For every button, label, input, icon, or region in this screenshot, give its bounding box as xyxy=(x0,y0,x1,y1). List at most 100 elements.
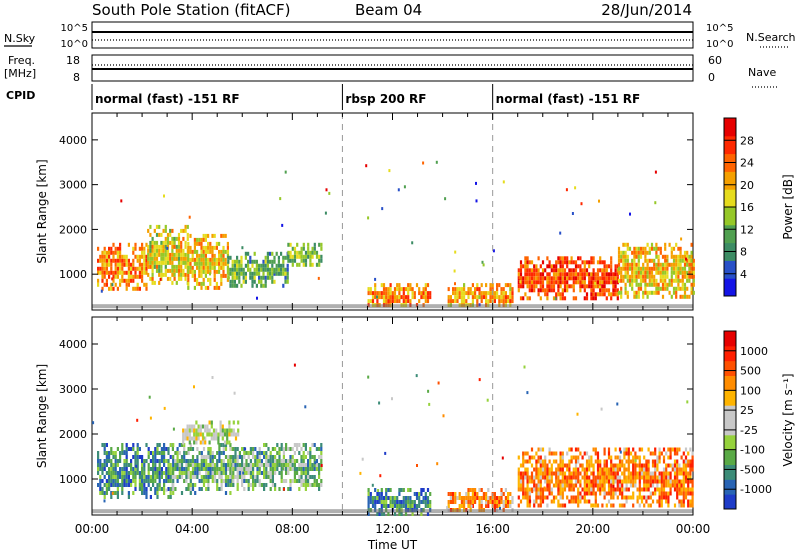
data-cell xyxy=(684,447,688,452)
data-cell xyxy=(400,500,403,504)
data-cell xyxy=(191,269,194,274)
data-cell xyxy=(182,228,185,233)
data-cell xyxy=(156,475,159,479)
data-cell xyxy=(227,459,230,463)
data-cell xyxy=(579,483,582,488)
data-cell xyxy=(583,288,586,293)
data-cell xyxy=(320,447,323,451)
data-cell xyxy=(136,463,139,467)
data-cell xyxy=(519,471,523,476)
data-cell xyxy=(617,254,621,259)
data-cell xyxy=(577,455,580,460)
data-cell xyxy=(97,471,100,475)
data-cell xyxy=(169,256,172,261)
data-cell xyxy=(160,451,163,455)
data-cell xyxy=(287,459,290,463)
data-cell xyxy=(247,455,250,459)
scatter-region xyxy=(367,283,432,308)
data-cell xyxy=(300,447,303,451)
data-cell xyxy=(278,451,281,455)
data-cell xyxy=(581,467,584,472)
data-cell xyxy=(471,504,474,508)
data-cell xyxy=(654,479,657,484)
data-cell xyxy=(688,262,691,267)
data-cell xyxy=(413,500,416,504)
data-cell xyxy=(607,491,611,496)
data-cell xyxy=(639,246,643,251)
data-cell xyxy=(526,491,529,496)
data-cell xyxy=(502,492,505,496)
data-cell xyxy=(298,463,301,467)
data-cell xyxy=(130,483,133,487)
data-cell xyxy=(176,459,179,463)
data-cell xyxy=(559,260,562,265)
data-cell xyxy=(166,252,170,257)
data-cell xyxy=(548,276,551,281)
data-cell xyxy=(110,483,113,487)
data-cell xyxy=(607,451,611,456)
data-cell xyxy=(548,467,551,472)
data-cell xyxy=(101,254,104,259)
data-cell xyxy=(114,491,117,495)
data-cell xyxy=(176,447,179,451)
data-speckle xyxy=(371,483,374,487)
data-speckle xyxy=(120,199,123,203)
data-cell xyxy=(579,256,582,261)
data-cell xyxy=(620,286,623,291)
data-cell xyxy=(174,451,177,455)
data-cell xyxy=(650,246,654,251)
data-cell xyxy=(643,483,646,488)
data-cell xyxy=(577,280,580,285)
data-cell xyxy=(579,264,582,269)
data-cell xyxy=(165,447,168,451)
data-cell xyxy=(217,440,220,445)
data-cell xyxy=(228,432,231,437)
data-cell xyxy=(119,459,122,463)
data-cell xyxy=(205,475,208,479)
colorbar-tick-label: -500 xyxy=(740,463,765,476)
data-cell xyxy=(154,491,157,495)
data-cell xyxy=(638,495,641,500)
data-cell xyxy=(601,280,604,285)
data-cell xyxy=(610,296,613,301)
data-cell xyxy=(596,503,600,508)
data-cell xyxy=(676,487,679,492)
data-cell xyxy=(658,499,661,504)
data-cell xyxy=(681,278,684,283)
data-cell xyxy=(675,286,678,291)
data-cell xyxy=(215,428,218,433)
data-cell xyxy=(245,471,248,475)
data-cell xyxy=(618,455,622,460)
data-cell xyxy=(666,270,669,275)
data-cell xyxy=(634,483,637,488)
data-cell xyxy=(222,447,225,451)
data-cell xyxy=(153,248,156,253)
data-cell xyxy=(487,291,490,296)
data-cell xyxy=(199,432,202,437)
data-cell xyxy=(224,455,228,459)
data-cell xyxy=(537,459,540,464)
data-cell xyxy=(661,254,665,259)
data-cell xyxy=(369,299,372,304)
data-cell xyxy=(242,279,245,284)
data-cell xyxy=(184,428,187,433)
data-cell xyxy=(193,249,196,254)
data-cell xyxy=(123,467,126,471)
data-cell xyxy=(119,270,122,275)
data-cell xyxy=(541,463,545,468)
x-axis-label: Time UT xyxy=(367,538,418,552)
data-cell xyxy=(626,262,629,267)
data-cell xyxy=(393,287,397,292)
data-cell xyxy=(577,264,580,269)
data-cell xyxy=(164,264,167,269)
data-cell xyxy=(263,443,266,447)
freq-tick-low: 8 xyxy=(73,71,80,84)
data-cell xyxy=(289,242,292,247)
data-cell xyxy=(396,295,399,300)
data-cell xyxy=(143,491,146,495)
data-cell xyxy=(572,296,575,301)
data-cell xyxy=(686,262,689,267)
data-cell xyxy=(681,274,684,279)
data-cell xyxy=(97,246,100,251)
data-cell xyxy=(285,447,288,451)
